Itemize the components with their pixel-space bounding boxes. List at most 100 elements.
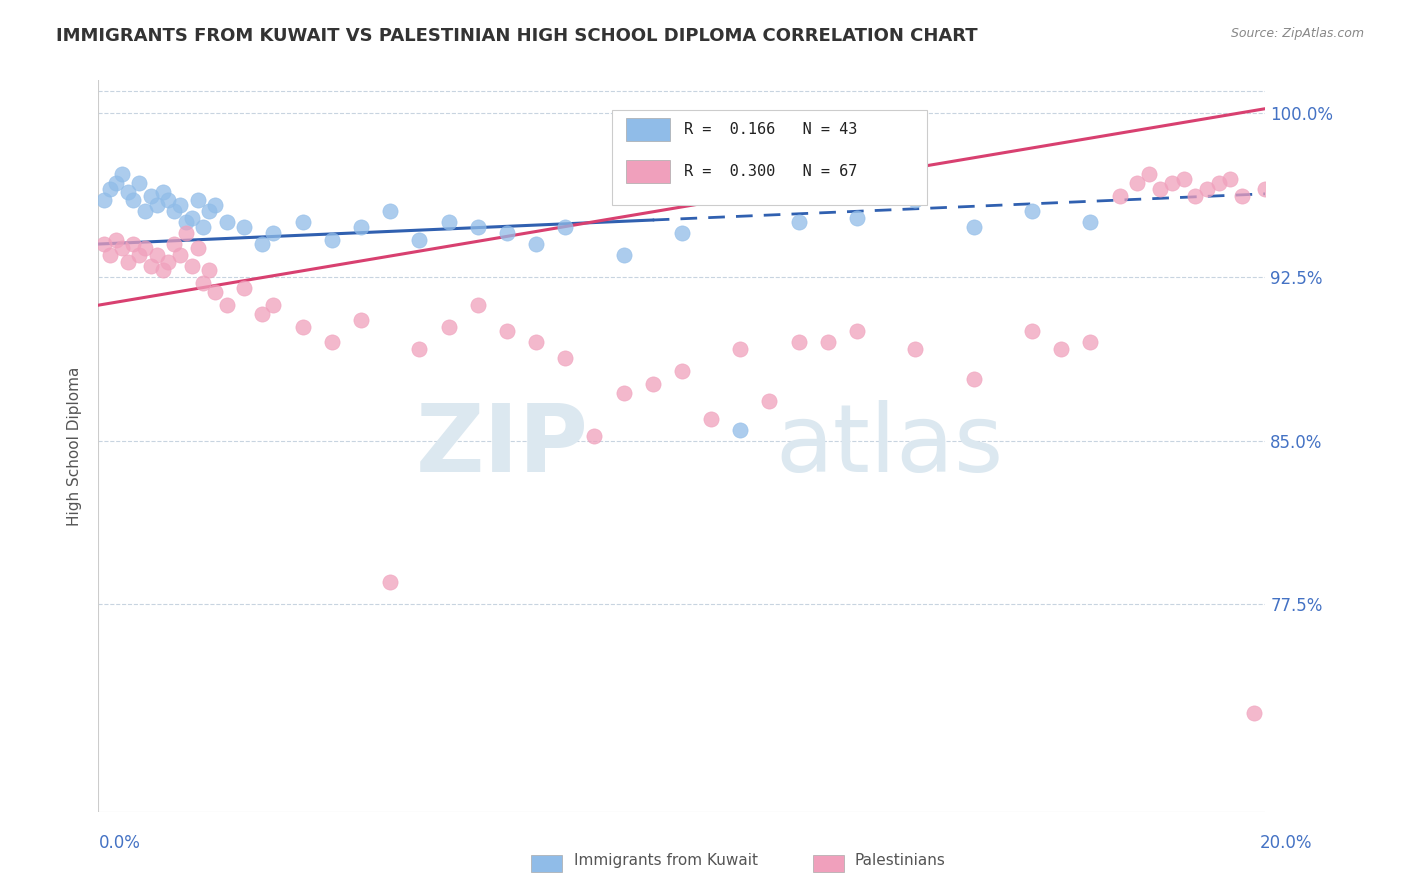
Point [1021, 204, 1043, 219]
Point [846, 211, 869, 225]
Point [250, 237, 273, 252]
Point [1278, 182, 1301, 196]
Point [204, 285, 226, 299]
Point [496, 226, 519, 240]
Point [111, 167, 134, 181]
Point [163, 204, 186, 219]
Point [612, 385, 634, 400]
Text: atlas: atlas [775, 400, 1004, 492]
Point [1080, 335, 1102, 350]
Text: 0.0%: 0.0% [98, 834, 141, 852]
Point [204, 198, 226, 212]
Point [1161, 176, 1184, 190]
Point [730, 423, 752, 437]
Point [1219, 171, 1241, 186]
Point [198, 263, 221, 277]
Point [1301, 189, 1323, 203]
Text: IMMIGRANTS FROM KUWAIT VS PALESTINIAN HIGH SCHOOL DIPLOMA CORRELATION CHART: IMMIGRANTS FROM KUWAIT VS PALESTINIAN HI… [56, 27, 977, 45]
Point [134, 204, 156, 219]
Point [180, 211, 202, 225]
Point [758, 394, 780, 409]
Point [730, 342, 752, 356]
Point [350, 219, 373, 234]
Point [134, 241, 156, 255]
Point [250, 307, 273, 321]
Point [117, 254, 139, 268]
Point [962, 219, 984, 234]
Y-axis label: High School Diploma: High School Diploma [67, 367, 83, 525]
Point [163, 237, 186, 252]
Point [104, 233, 127, 247]
Point [152, 185, 174, 199]
Point [93, 237, 115, 252]
Point [1208, 176, 1230, 190]
Point [157, 194, 180, 208]
Point [262, 298, 284, 312]
Point [233, 281, 256, 295]
Point [1254, 182, 1277, 196]
Bar [626, 118, 671, 141]
Point [1149, 182, 1171, 196]
Point [1080, 215, 1102, 229]
Point [1050, 342, 1073, 356]
Point [169, 198, 191, 212]
Text: Palestinians: Palestinians [855, 854, 946, 868]
Text: Immigrants from Kuwait: Immigrants from Kuwait [574, 854, 758, 868]
Point [350, 313, 373, 327]
Point [612, 248, 634, 262]
Point [169, 248, 191, 262]
Point [904, 194, 927, 208]
Point [437, 320, 460, 334]
Point [1173, 171, 1195, 186]
Point [198, 204, 221, 219]
Point [98, 182, 121, 196]
Point [524, 335, 547, 350]
Bar [626, 160, 671, 184]
Point [104, 176, 127, 190]
Point [262, 226, 284, 240]
Text: ZIP: ZIP [416, 400, 589, 492]
Point [671, 364, 693, 378]
Text: R =  0.166   N = 43: R = 0.166 N = 43 [685, 122, 858, 136]
Point [408, 342, 430, 356]
Point [787, 335, 810, 350]
Point [93, 194, 115, 208]
Point [380, 204, 402, 219]
Point [180, 259, 202, 273]
Point [467, 219, 489, 234]
Point [408, 233, 430, 247]
Point [1313, 182, 1336, 196]
Point [122, 194, 145, 208]
Point [122, 237, 145, 252]
Point [1184, 189, 1206, 203]
Point [1108, 189, 1130, 203]
Point [1230, 189, 1253, 203]
Text: R =  0.300   N = 67: R = 0.300 N = 67 [685, 164, 858, 179]
Point [1243, 706, 1265, 721]
Point [291, 320, 314, 334]
Point [193, 219, 215, 234]
Point [139, 189, 162, 203]
Text: Source: ZipAtlas.com: Source: ZipAtlas.com [1230, 27, 1364, 40]
Point [467, 298, 489, 312]
Point [174, 226, 197, 240]
Point [1021, 324, 1043, 338]
Point [233, 219, 256, 234]
Point [98, 248, 121, 262]
Text: 20.0%: 20.0% [1260, 834, 1313, 852]
Point [380, 575, 402, 590]
Point [215, 215, 238, 229]
Point [641, 376, 664, 391]
Point [496, 324, 519, 338]
Point [193, 277, 215, 291]
Point [187, 241, 209, 255]
Point [524, 237, 547, 252]
Point [128, 248, 150, 262]
Point [787, 215, 810, 229]
Point [962, 372, 984, 386]
FancyBboxPatch shape [612, 110, 927, 204]
Point [139, 259, 162, 273]
Point [904, 342, 927, 356]
Point [321, 233, 343, 247]
Point [817, 335, 839, 350]
